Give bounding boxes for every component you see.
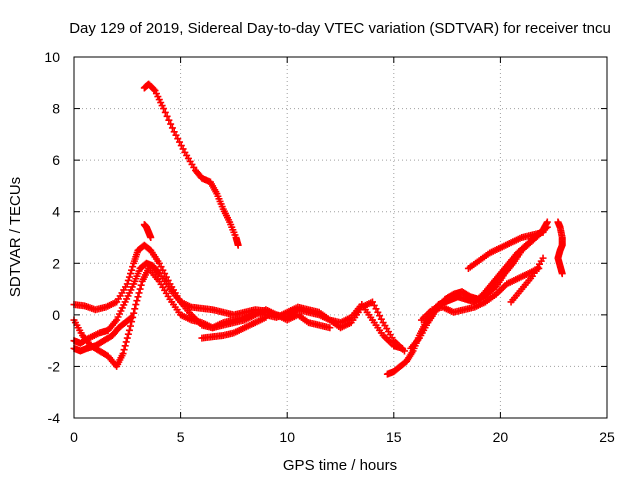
data-point <box>125 273 133 281</box>
y-tick-label: -4 <box>48 410 61 426</box>
grid <box>74 57 607 418</box>
data-point <box>326 324 334 332</box>
plot-frame <box>73 56 608 419</box>
series-arc-m <box>554 218 566 278</box>
series-arc-f <box>140 221 155 241</box>
data-point <box>542 224 550 232</box>
axis-ticks <box>73 56 608 419</box>
y-tick-label: 2 <box>52 255 60 271</box>
y-tick-label: 10 <box>44 49 60 65</box>
data-point <box>543 223 551 231</box>
x-tick-label: 5 <box>177 429 185 445</box>
data-point <box>167 120 175 128</box>
y-tick-labels: -4 -2 0 2 4 6 8 10 <box>44 49 60 426</box>
data-point <box>137 281 145 289</box>
x-tick-labels: 0 5 10 15 20 25 <box>70 429 615 445</box>
data-point <box>128 313 136 321</box>
data-point <box>160 105 168 113</box>
data-point <box>163 112 171 120</box>
data-point <box>131 305 139 313</box>
data-point <box>136 285 144 293</box>
series-arc-l <box>507 254 547 306</box>
y-tick-label: 0 <box>52 307 60 323</box>
y-axis-label: SDTVAR / TECUs <box>7 177 24 297</box>
data-point <box>133 297 141 305</box>
data-point <box>168 124 176 132</box>
data-point <box>120 346 128 354</box>
y-tick-label: 6 <box>52 152 60 168</box>
data-point <box>147 234 155 241</box>
x-tick-label: 20 <box>493 429 509 445</box>
x-tick-label: 0 <box>70 429 78 445</box>
x-tick-label: 15 <box>386 429 402 445</box>
data-point <box>125 326 133 334</box>
x-tick-label: 10 <box>279 429 295 445</box>
data-point <box>122 338 130 346</box>
data-point <box>124 276 132 284</box>
series-arc-k <box>464 228 547 272</box>
data-point <box>129 263 137 271</box>
data-point <box>150 85 158 93</box>
series-arc-a <box>140 80 242 249</box>
data-point <box>558 270 566 278</box>
chart-title: Day 129 of 2019, Sidereal Day-to-day VTE… <box>69 20 611 37</box>
series-arc-d <box>70 264 334 370</box>
data-point <box>124 330 132 338</box>
series-arc-g <box>198 313 270 342</box>
data-point <box>539 228 547 236</box>
data-point <box>128 266 136 274</box>
data-point <box>161 108 169 116</box>
data-point <box>262 313 270 321</box>
data-point <box>400 347 408 355</box>
data-point <box>126 314 134 322</box>
data-point <box>126 322 134 330</box>
y-tick-label: 8 <box>52 101 60 117</box>
data-point <box>165 116 173 124</box>
data-point <box>119 350 127 358</box>
data-point <box>135 289 143 297</box>
data-point <box>126 270 134 278</box>
data-point <box>234 241 242 249</box>
y-tick-label: -2 <box>48 358 61 374</box>
data-point <box>121 342 129 350</box>
x-tick-label: 25 <box>599 429 615 445</box>
data-points <box>70 80 566 378</box>
x-axis-label: GPS time / hours <box>283 457 397 474</box>
data-point <box>130 309 138 317</box>
data-point <box>123 334 131 342</box>
data-point <box>134 293 142 301</box>
data-point <box>132 301 140 309</box>
y-tick-label: 4 <box>52 204 60 220</box>
data-point <box>123 280 131 288</box>
data-point <box>539 254 547 262</box>
series-arc-e <box>70 313 136 355</box>
data-point <box>154 268 162 276</box>
